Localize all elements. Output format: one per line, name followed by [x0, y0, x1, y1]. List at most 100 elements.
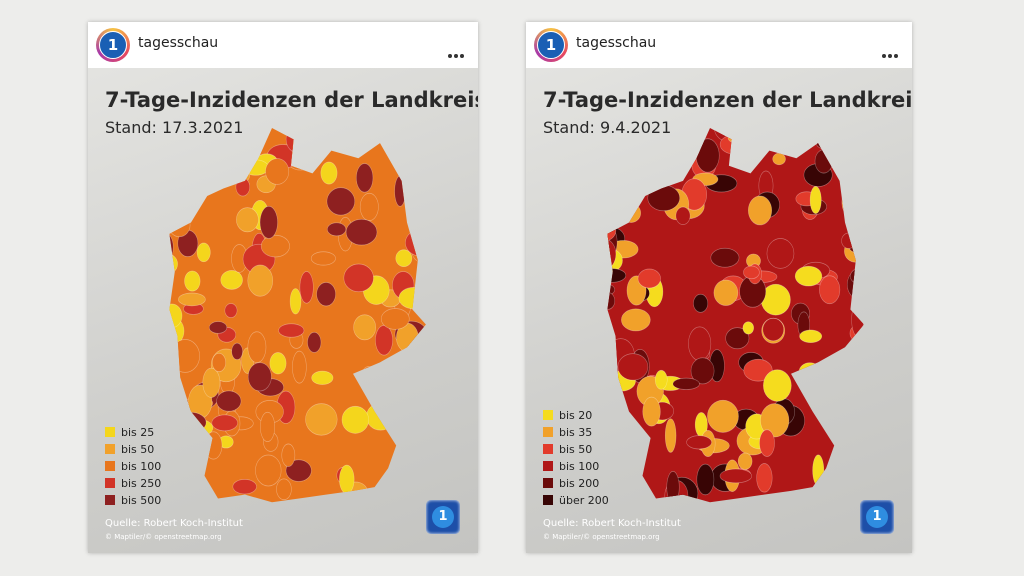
region	[794, 265, 823, 287]
region	[850, 483, 864, 501]
region	[675, 206, 691, 225]
region	[285, 459, 312, 482]
legend-item: über 200	[543, 494, 609, 507]
region	[690, 357, 715, 385]
account-name[interactable]: tagesschau	[138, 35, 219, 51]
region	[719, 468, 753, 484]
region	[842, 490, 861, 503]
region	[375, 324, 393, 356]
region	[835, 459, 862, 475]
region	[299, 140, 321, 156]
region	[743, 358, 773, 382]
region	[326, 187, 356, 216]
dot	[888, 54, 892, 58]
attribution: © Maptiler/© openstreetmap.org	[543, 533, 660, 541]
logo-icon: 1	[432, 506, 454, 528]
choropleth-map	[169, 128, 426, 503]
region	[621, 203, 641, 223]
region	[169, 212, 191, 238]
region	[169, 303, 183, 329]
brand-logo: 1	[426, 500, 460, 534]
more-menu[interactable]	[880, 43, 898, 62]
region	[395, 249, 413, 268]
region	[212, 352, 226, 373]
region	[851, 302, 864, 337]
region	[169, 231, 174, 263]
legend-item: bis 250	[105, 477, 161, 490]
region	[763, 369, 792, 402]
region	[339, 464, 355, 494]
avatar[interactable]: 1	[534, 28, 568, 62]
region	[814, 149, 833, 174]
legend-swatch	[105, 461, 115, 471]
region	[404, 179, 421, 204]
legend-swatch	[543, 427, 553, 437]
logo-icon: 1	[99, 31, 127, 59]
region	[666, 471, 680, 503]
legend-item: bis 50	[105, 443, 154, 456]
region	[327, 222, 347, 237]
region	[292, 350, 307, 384]
region	[247, 362, 272, 392]
region	[202, 367, 221, 398]
region	[394, 367, 415, 397]
region	[346, 128, 364, 141]
legend-swatch	[105, 478, 115, 488]
region	[654, 369, 668, 390]
legend-item: bis 200	[543, 477, 599, 490]
region	[741, 128, 757, 145]
region	[409, 421, 426, 439]
region	[366, 402, 395, 431]
region	[857, 459, 864, 476]
region	[830, 487, 845, 503]
region	[299, 271, 314, 304]
region	[204, 431, 223, 460]
post: 1 tagesschau 7-Tage-Inzidenzen der Landkre…	[88, 22, 478, 553]
region	[276, 478, 292, 501]
region	[320, 161, 338, 185]
region	[743, 265, 760, 280]
region	[341, 405, 369, 434]
region	[624, 483, 640, 499]
region	[819, 275, 841, 305]
region	[353, 314, 377, 341]
region	[201, 174, 217, 194]
legend-label: bis 100	[559, 460, 600, 473]
region	[185, 157, 216, 189]
brand-logo: 1	[860, 500, 894, 534]
legend-swatch	[543, 444, 553, 454]
legend-item: bis 50	[543, 443, 592, 456]
region	[196, 480, 210, 503]
region	[196, 128, 221, 136]
legend-swatch	[543, 495, 553, 505]
region	[177, 164, 198, 198]
legend-swatch	[105, 495, 115, 505]
region	[849, 345, 864, 374]
region	[311, 370, 334, 385]
region	[307, 331, 322, 353]
legend-swatch	[543, 410, 553, 420]
region	[345, 218, 378, 246]
region	[760, 403, 790, 438]
region	[242, 159, 269, 176]
region	[236, 207, 259, 233]
post-header: 1 tagesschau	[526, 22, 912, 68]
region	[621, 308, 651, 332]
region	[642, 396, 661, 427]
region	[608, 489, 634, 503]
region	[655, 139, 682, 160]
region	[259, 205, 278, 239]
region	[380, 308, 410, 330]
region	[398, 287, 426, 310]
avatar[interactable]: 1	[96, 28, 130, 62]
region	[416, 287, 426, 314]
legend-item: bis 25	[105, 426, 154, 439]
more-menu[interactable]	[446, 43, 464, 62]
account-name[interactable]: tagesschau	[576, 35, 657, 51]
logo-icon: 1	[537, 31, 565, 59]
region	[817, 128, 842, 142]
map-date: Stand: 17.3.2021	[105, 118, 244, 137]
region	[359, 192, 379, 221]
region	[285, 128, 310, 154]
